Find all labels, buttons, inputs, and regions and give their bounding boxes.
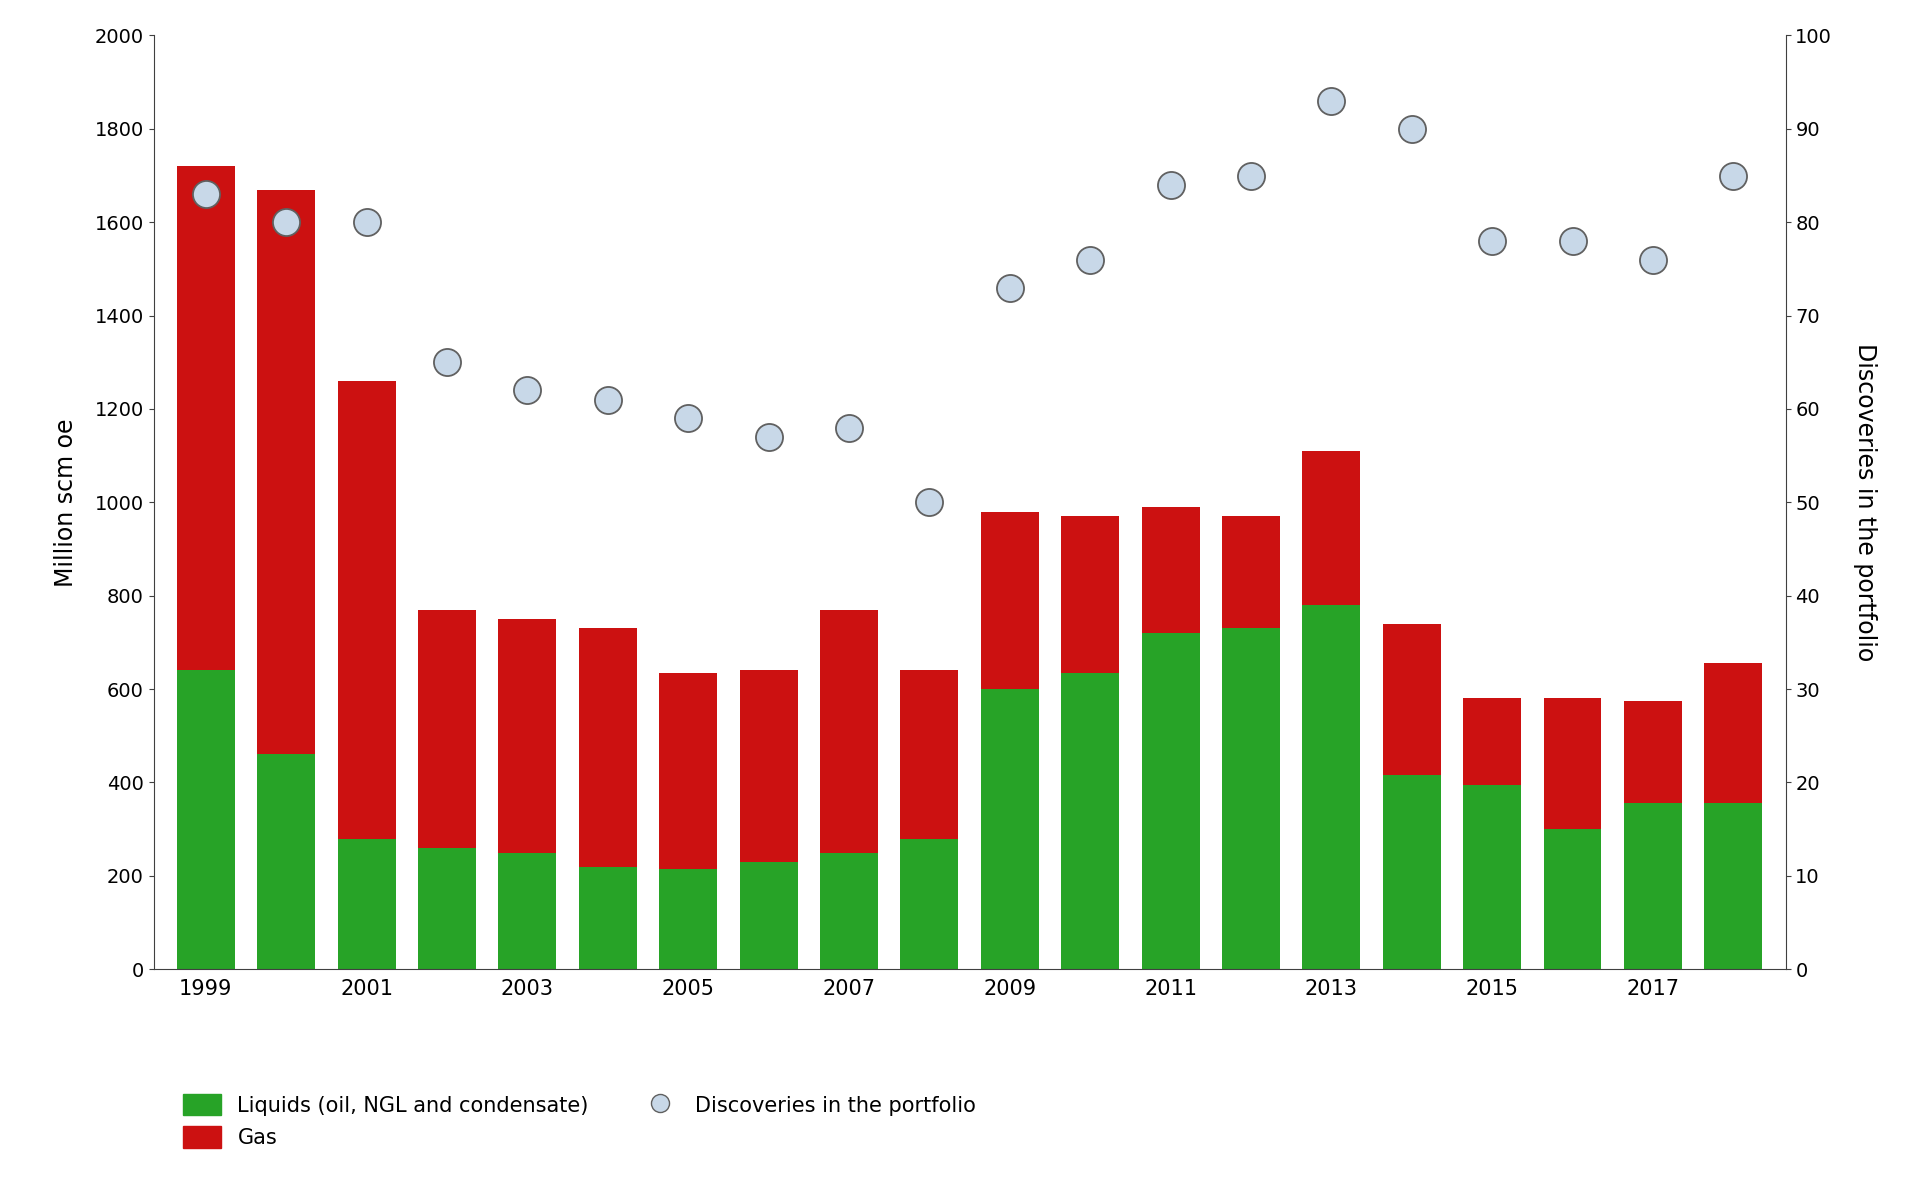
Bar <box>1221 629 1281 969</box>
Point <box>672 409 703 428</box>
Point <box>914 493 945 512</box>
Bar <box>499 619 557 852</box>
Point <box>432 353 463 372</box>
Bar <box>1463 699 1521 785</box>
Bar <box>1382 775 1440 969</box>
Point <box>1075 251 1106 269</box>
Point <box>1156 175 1187 194</box>
Bar <box>419 847 476 969</box>
Bar <box>900 838 958 969</box>
Bar <box>1302 605 1359 969</box>
Bar <box>981 512 1039 689</box>
Bar <box>177 167 234 670</box>
Point <box>1396 119 1427 138</box>
Bar <box>820 610 877 852</box>
Point <box>1718 167 1749 186</box>
Bar <box>1624 701 1682 804</box>
Bar <box>659 673 718 869</box>
Bar <box>1382 624 1440 775</box>
Bar <box>1062 673 1119 969</box>
Y-axis label: Discoveries in the portfolio: Discoveries in the portfolio <box>1853 343 1878 662</box>
Bar <box>499 852 557 969</box>
Point <box>593 390 624 409</box>
Point <box>1638 251 1668 269</box>
Point <box>1476 232 1507 251</box>
Bar <box>981 689 1039 969</box>
Point <box>271 213 301 232</box>
Bar <box>1142 634 1200 969</box>
Point <box>190 184 221 203</box>
Y-axis label: Million scm oe: Million scm oe <box>54 418 79 586</box>
Bar <box>338 838 396 969</box>
Bar <box>177 670 234 969</box>
Point <box>1236 167 1267 186</box>
Bar <box>257 754 315 969</box>
Bar <box>1463 785 1521 969</box>
Point <box>1315 91 1346 110</box>
Bar <box>338 381 396 838</box>
Bar <box>1062 517 1119 673</box>
Bar <box>1705 804 1763 969</box>
Bar <box>1302 452 1359 605</box>
Bar <box>739 862 797 969</box>
Legend: Liquids (oil, NGL and condensate), Gas, Discoveries in the portfolio: Liquids (oil, NGL and condensate), Gas, … <box>182 1095 975 1148</box>
Point <box>753 428 783 447</box>
Bar <box>900 670 958 838</box>
Bar <box>659 869 718 969</box>
Bar <box>1544 830 1601 969</box>
Bar <box>1221 517 1281 629</box>
Bar <box>419 610 476 847</box>
Bar <box>1142 507 1200 634</box>
Bar <box>820 852 877 969</box>
Bar <box>739 670 797 862</box>
Bar <box>1624 804 1682 969</box>
Point <box>1557 232 1588 251</box>
Bar <box>1705 663 1763 804</box>
Point <box>995 278 1025 297</box>
Bar <box>580 866 637 969</box>
Bar <box>580 629 637 866</box>
Point <box>833 418 864 437</box>
Point <box>513 381 543 400</box>
Bar <box>257 189 315 754</box>
Point <box>351 213 382 232</box>
Bar <box>1544 699 1601 830</box>
